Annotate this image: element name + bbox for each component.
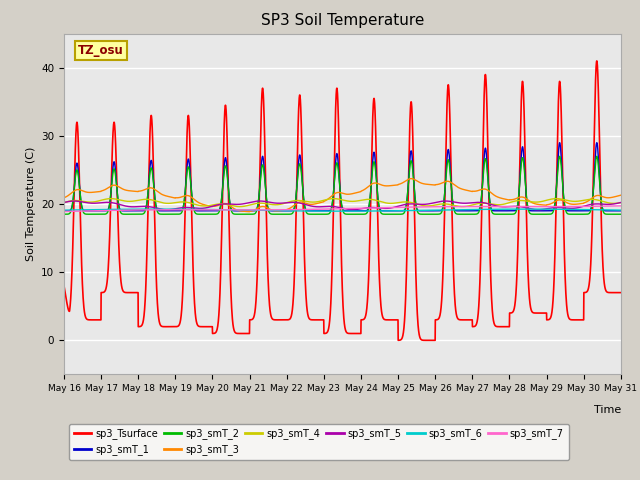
Text: TZ_osu: TZ_osu [78, 44, 124, 57]
Y-axis label: Soil Temperature (C): Soil Temperature (C) [26, 147, 36, 261]
Title: SP3 Soil Temperature: SP3 Soil Temperature [260, 13, 424, 28]
Text: Time: Time [593, 405, 621, 415]
Legend: sp3_Tsurface, sp3_smT_1, sp3_smT_2, sp3_smT_3, sp3_smT_4, sp3_smT_5, sp3_smT_6, : sp3_Tsurface, sp3_smT_1, sp3_smT_2, sp3_… [69, 423, 568, 460]
